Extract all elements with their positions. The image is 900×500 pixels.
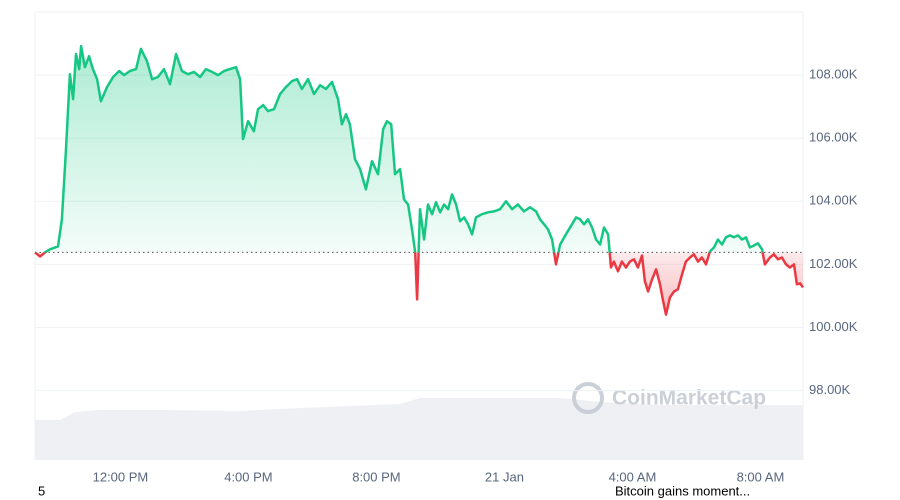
y-tick-label: 104.00K bbox=[809, 193, 858, 208]
price-line bbox=[34, 44, 805, 316]
x-tick-label: 8:00 AM bbox=[737, 469, 785, 484]
x-tick-label: 21 Jan bbox=[485, 469, 524, 484]
y-tick-label: 100.00K bbox=[809, 319, 858, 334]
x-tick-label: 4:00 PM bbox=[224, 469, 272, 484]
y-tick-label: 108.00K bbox=[809, 67, 858, 82]
volume-area bbox=[35, 398, 803, 460]
marker-label: 5 bbox=[38, 483, 45, 498]
price-area bbox=[35, 46, 803, 315]
watermark-logo bbox=[572, 382, 604, 414]
x-tick-label: 8:00 PM bbox=[352, 469, 400, 484]
y-tick-label: 98.00K bbox=[809, 382, 851, 397]
watermark: CoinMarketCap bbox=[572, 382, 766, 414]
y-tick-label: 106.00K bbox=[809, 130, 858, 145]
x-tick-label: 12:00 PM bbox=[93, 469, 149, 484]
x-tick-label: 4:00 AM bbox=[609, 469, 657, 484]
news-label: Bitcoin gains moment... bbox=[615, 483, 750, 498]
y-tick-label: 102.00K bbox=[809, 256, 858, 271]
watermark-text: CoinMarketCap bbox=[612, 387, 766, 410]
